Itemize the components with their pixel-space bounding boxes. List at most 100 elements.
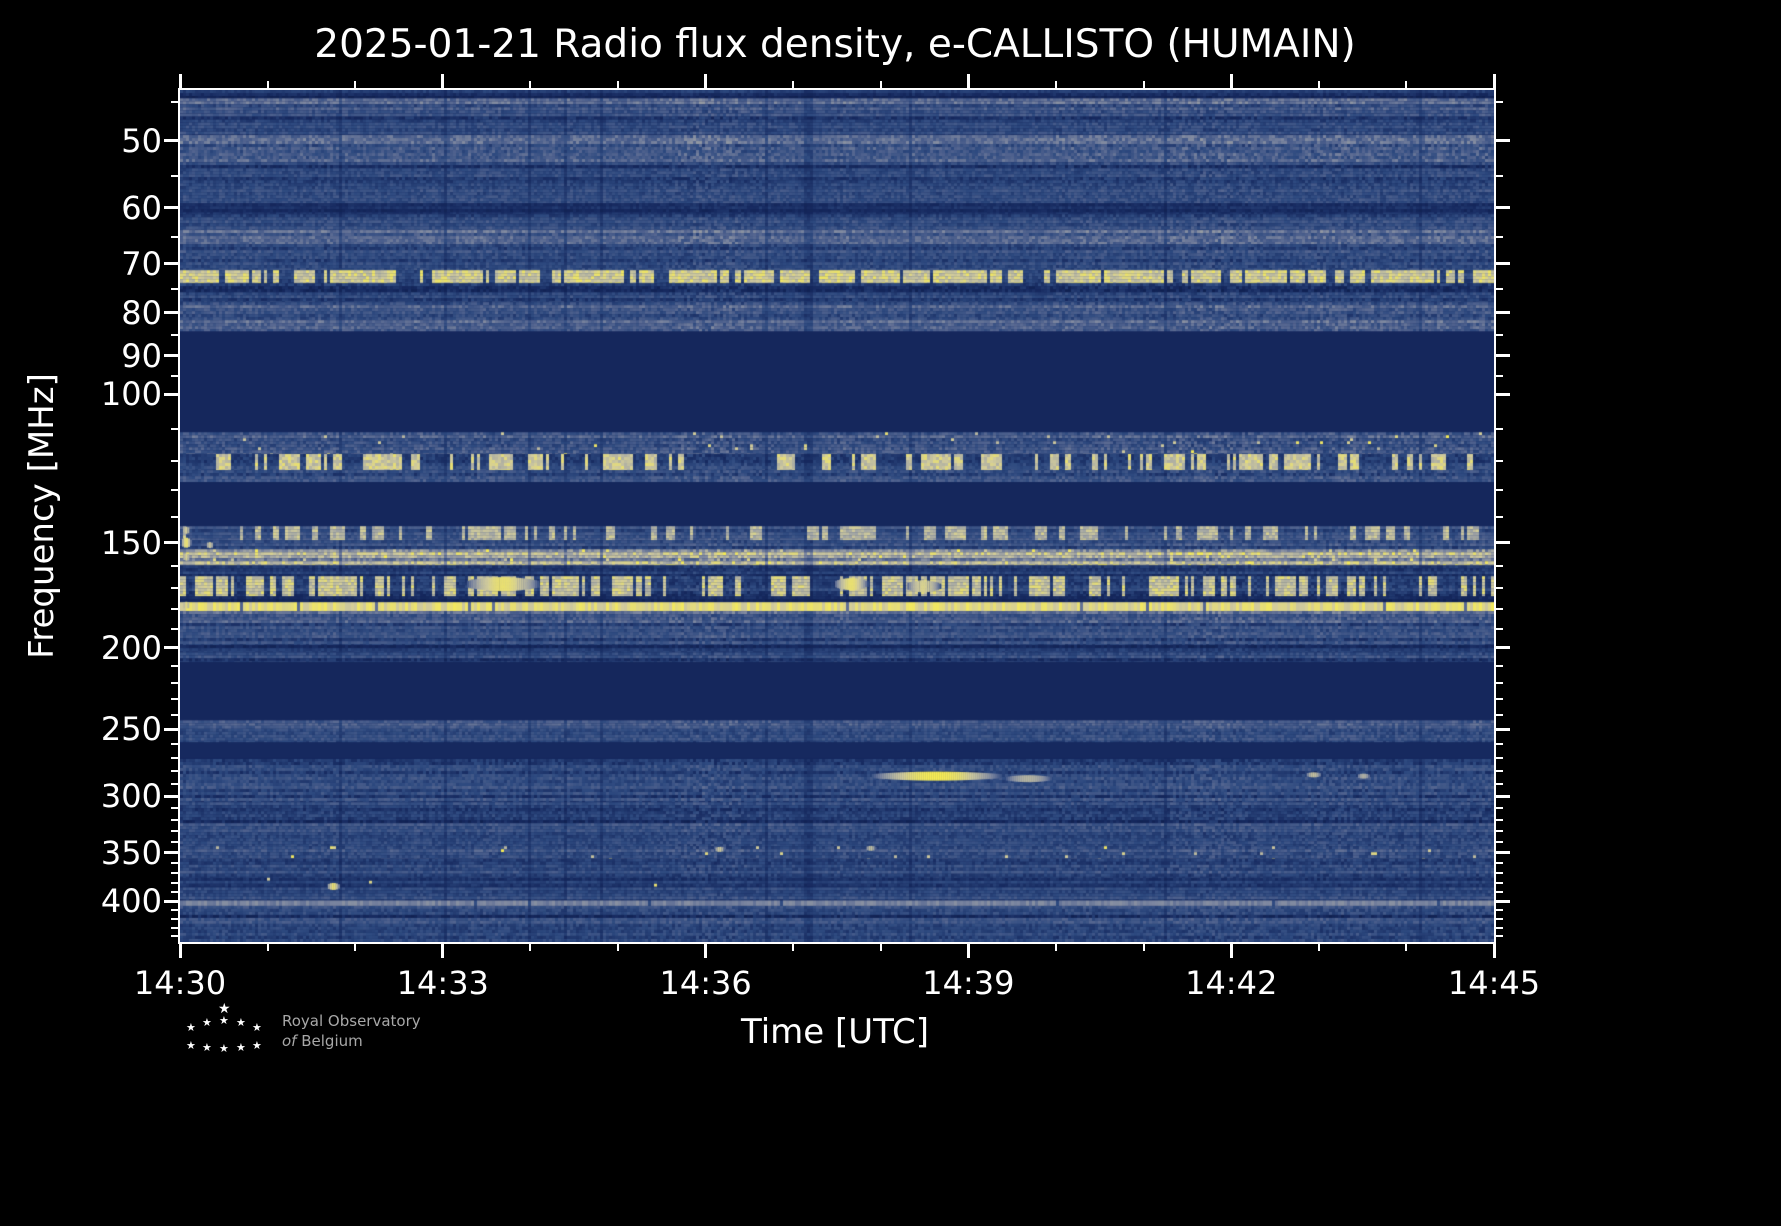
y-minor-tick [171,374,178,377]
y-major-tick-right [1496,206,1510,210]
y-minor-tick [171,288,178,291]
x-minor-tick-top [1405,81,1408,88]
y-minor-tick [171,935,178,938]
y-major-tick [164,646,178,650]
y-major-tick [164,794,178,798]
x-major-tick [704,944,708,958]
y-major-tick [164,311,178,315]
x-minor-tick [617,944,619,951]
y-minor-tick [171,807,178,810]
rob-logo-text-line1: Royal Observatory [282,1011,421,1030]
x-minor-tick [1142,944,1145,951]
y-minor-tick [171,769,178,772]
y-minor-tick-right [1496,565,1503,568]
x-tick-label: 14:33 [396,964,489,1002]
y-major-tick [164,727,178,731]
y-minor-tick [171,918,178,921]
y-minor-tick-right [1496,428,1503,431]
y-minor-tick-right [1496,830,1503,833]
y-minor-tick-right [1496,608,1503,611]
y-major-tick-right [1496,646,1510,650]
x-major-tick-top [966,74,970,88]
y-minor-tick-right [1496,807,1503,810]
y-major-tick-right [1496,899,1510,903]
rob-logo-stars-icon: ★ ★ ★ ★ ★ ★ ★ ★ ★ ★ ★ [182,1002,266,1060]
y-minor-tick-right [1496,516,1503,519]
y-tick-label: 150 [100,523,162,562]
x-tick-label: 14:45 [1447,964,1541,1002]
y-minor-tick-right [1496,681,1503,684]
y-minor-tick [171,516,178,519]
x-minor-tick-top [266,81,269,88]
x-axis-label: Time [UTC] [741,1012,929,1052]
star-icon: ★ [236,1041,246,1054]
x-minor-tick-top [1317,81,1320,88]
y-minor-tick [171,782,178,785]
y-minor-tick [171,333,178,336]
y-minor-tick [171,664,178,667]
x-minor-tick [1055,944,1057,951]
x-major-tick-top [704,74,708,88]
y-minor-tick [171,428,178,431]
x-minor-tick [792,944,795,951]
y-tick-label: 60 [121,188,162,227]
y-minor-tick-right [1496,871,1503,874]
y-minor-tick-right [1496,818,1503,821]
y-minor-tick [171,756,178,759]
y-minor-tick [171,174,178,177]
x-minor-tick-top [617,81,619,88]
y-tick-label: 80 [121,293,162,332]
y-tick-label: 400 [100,882,162,921]
star-icon: ★ [218,1001,231,1017]
y-major-tick [164,899,178,903]
y-major-tick-right [1496,354,1510,358]
spectrogram-canvas [180,90,1494,942]
y-minor-tick-right [1496,698,1503,700]
x-minor-tick-top [1055,81,1057,88]
star-icon: ★ [202,1016,212,1029]
y-tick-label: 100 [100,375,162,414]
rob-logo: ★ ★ ★ ★ ★ ★ ★ ★ ★ ★ ★ Royal Observatory … [182,1002,421,1060]
y-major-tick [164,206,178,210]
y-minor-tick [171,587,178,590]
x-minor-tick [879,944,882,951]
y-minor-tick-right [1496,489,1503,492]
y-minor-tick [171,698,178,700]
star-icon: ★ [236,1016,246,1029]
x-minor-tick-top [529,81,532,88]
x-minor-tick [1405,944,1408,951]
y-minor-tick-right [1496,587,1503,590]
y-minor-tick-right [1496,840,1503,843]
y-minor-tick-right [1496,861,1503,864]
x-major-tick-top [441,74,445,88]
y-minor-tick-right [1496,782,1503,785]
x-major-tick-top [1229,74,1233,88]
x-major-tick [178,944,182,958]
y-minor-tick [171,101,178,104]
y-major-tick [164,354,178,358]
y-minor-tick [171,565,178,568]
y-major-tick-right [1496,727,1510,731]
x-major-tick-top [178,74,182,88]
y-major-tick-right [1496,794,1510,798]
x-major-tick [441,944,445,958]
y-minor-tick-right [1496,460,1503,463]
y-major-tick-right [1496,392,1510,396]
x-minor-tick [354,944,357,951]
y-minor-tick-right [1496,664,1503,667]
x-tick-label: 14:30 [133,964,227,1002]
y-axis-label: Frequency [MHz] [22,373,62,659]
y-minor-tick [171,891,178,894]
y-major-tick [164,541,178,545]
x-minor-tick [1317,944,1320,951]
x-major-tick [1492,944,1496,958]
x-minor-tick-top [354,81,357,88]
y-major-tick-right [1496,139,1510,143]
y-minor-tick-right [1496,881,1503,884]
y-minor-tick-right [1496,174,1503,177]
y-major-tick-right [1496,311,1510,315]
star-icon: ★ [252,1039,262,1052]
y-tick-label: 50 [121,121,162,160]
y-tick-label: 300 [100,777,162,816]
